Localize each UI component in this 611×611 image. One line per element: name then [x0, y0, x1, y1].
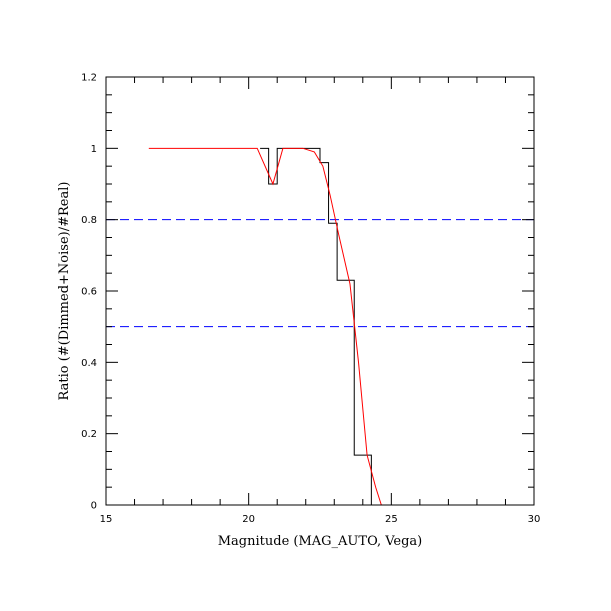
histogram-series-0 [260, 147, 380, 506]
tick-labels: 15 20 25 30 0 0.2 0.4 0.6 0.8 1 1.2 [81, 73, 540, 526]
reference-lines [106, 219, 534, 328]
axis-ticks [105, 76, 535, 506]
x-tick-label: 20 [242, 514, 255, 525]
y-axis-title: Ratio (#(Dimmed+Noise)/#Real) [57, 182, 72, 401]
x-tick-label: 25 [385, 514, 398, 525]
y-tick-label: 1 [91, 144, 97, 155]
y-tick-label: 0 [91, 501, 97, 512]
y-tick-label: 1.2 [81, 73, 97, 84]
y-tick-label: 0.8 [81, 215, 97, 226]
y-tick-label: 0.4 [81, 358, 97, 369]
x-axis-title: Magnitude (MAG_AUTO, Vega) [218, 534, 423, 549]
x-tick-label: 30 [528, 514, 541, 525]
y-tick-label: 0.2 [81, 429, 97, 440]
y-tick-label: 0.6 [81, 287, 97, 298]
x-tick-label: 15 [100, 514, 113, 525]
